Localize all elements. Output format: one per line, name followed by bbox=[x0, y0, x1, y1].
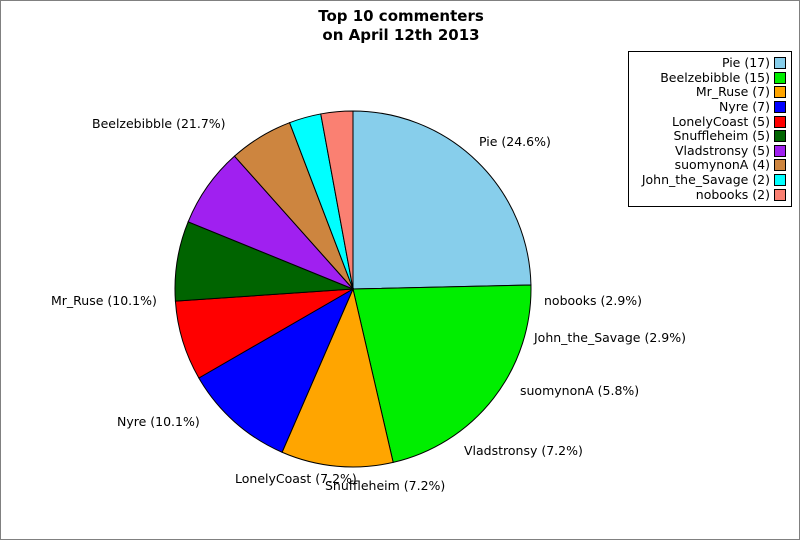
page-title: Top 10 commenters on April 12th 2013 bbox=[318, 7, 484, 44]
legend-item-label: suomynonA (4) bbox=[674, 157, 770, 173]
slice-label-suomynona: suomynonA (5.8%) bbox=[520, 383, 640, 398]
legend-color-swatch bbox=[774, 101, 786, 114]
legend-item-label: Pie (17) bbox=[721, 55, 770, 71]
slice-label-pie: Pie (24.6%) bbox=[479, 134, 551, 149]
pie-slices bbox=[174, 110, 532, 468]
legend-item-label: LonelyCoast (5) bbox=[671, 113, 770, 129]
legend-color-swatch bbox=[774, 57, 786, 70]
legend-item[interactable]: nobooks (2) bbox=[633, 187, 786, 202]
slice-label-john-the-savage: John_the_Savage (2.9%) bbox=[534, 330, 686, 345]
legend-item[interactable]: Nyre (7) bbox=[633, 100, 786, 115]
slice-label-vladstronsy: Vladstronsy (7.2%) bbox=[464, 443, 583, 458]
legend-item-label: John_the_Savage (2) bbox=[641, 172, 770, 188]
slice-label-nobooks: nobooks (2.9%) bbox=[544, 293, 643, 308]
legend-color-swatch bbox=[774, 115, 786, 128]
legend-color-swatch bbox=[774, 144, 786, 157]
legend-item[interactable]: suomynonA (4) bbox=[633, 158, 786, 173]
legend-item[interactable]: John_the_Savage (2) bbox=[633, 173, 786, 188]
legend-item-label: Snuffleheim (5) bbox=[673, 128, 771, 144]
pie-slice[interactable] bbox=[352, 284, 532, 464]
pie-slice[interactable] bbox=[281, 287, 394, 468]
legend-item-label: Beelzebibble (15) bbox=[660, 69, 770, 85]
legend-item-label: Vladstronsy (5) bbox=[674, 142, 770, 158]
legend-color-swatch bbox=[774, 71, 786, 84]
slice-label-mr-ruse: Mr_Ruse (10.1%) bbox=[51, 293, 157, 308]
legend-color-swatch bbox=[774, 86, 786, 99]
legend-color-swatch bbox=[774, 174, 786, 187]
slice-label-nyre: Nyre (10.1%) bbox=[117, 414, 200, 429]
legend-item-label: Nyre (7) bbox=[719, 99, 770, 115]
legend-item-label: Mr_Ruse (7) bbox=[695, 84, 770, 100]
pie-slice[interactable] bbox=[352, 110, 532, 290]
legend-color-swatch bbox=[774, 159, 786, 172]
legend-item[interactable]: Pie (17) bbox=[633, 56, 786, 71]
pie-slice[interactable] bbox=[320, 110, 354, 290]
legend-item[interactable]: Mr_Ruse (7) bbox=[633, 85, 786, 100]
legend-color-swatch bbox=[774, 130, 786, 143]
legend-item[interactable]: Snuffleheim (5) bbox=[633, 129, 786, 144]
slice-label-snuffleheim: Snuffleheim (7.2%) bbox=[325, 478, 446, 493]
legend-color-swatch bbox=[774, 188, 786, 201]
legend-item[interactable]: Beelzebibble (15) bbox=[633, 69, 786, 86]
pie-slice[interactable] bbox=[198, 287, 355, 453]
slice-label-beelzebibble: Beelzebibble (21.7%) bbox=[92, 116, 226, 131]
legend-item[interactable]: LonelyCoast (5) bbox=[633, 114, 786, 129]
legend-item[interactable]: Vladstronsy (5) bbox=[633, 142, 786, 159]
slice-label-lonelycoast: LonelyCoast (7.2%) bbox=[235, 471, 357, 486]
legend-item-label: nobooks (2) bbox=[695, 186, 770, 202]
legend: Pie (17) Beelzebibble (15) Mr_Ruse (7) Nyre… bbox=[628, 51, 792, 207]
